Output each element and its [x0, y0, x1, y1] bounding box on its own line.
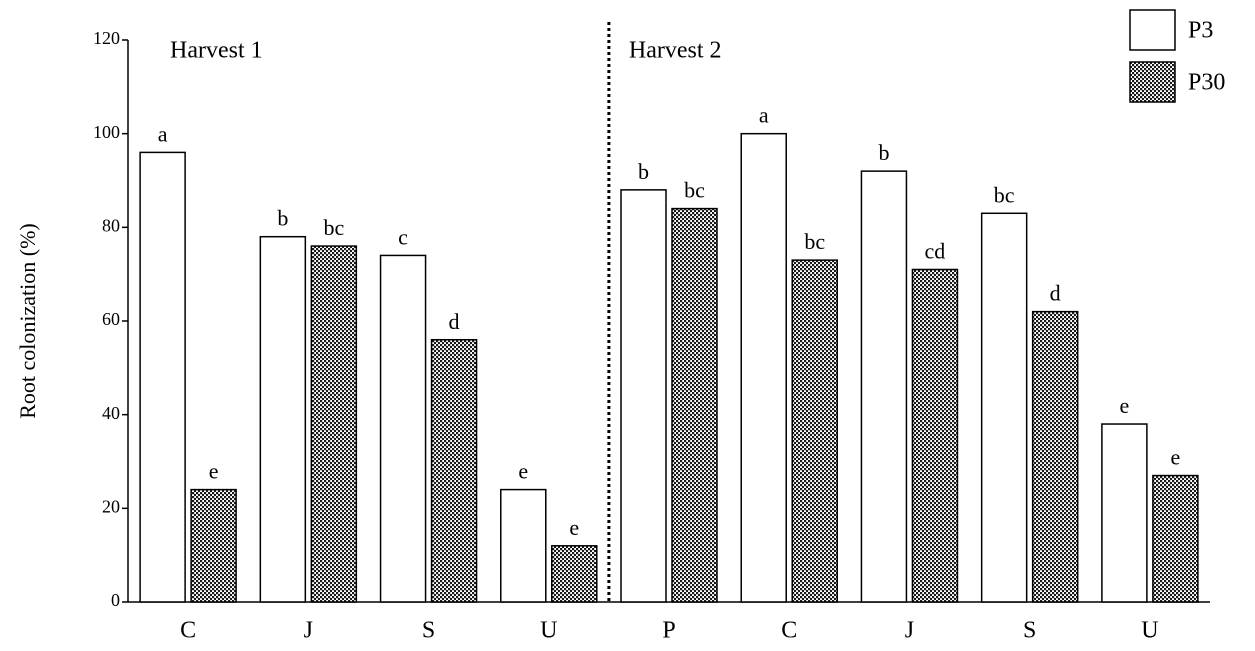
bar	[672, 209, 717, 602]
bar	[1153, 476, 1198, 602]
bar	[260, 237, 305, 602]
bar	[1102, 424, 1147, 602]
value-label: e	[1120, 393, 1130, 418]
bar	[432, 340, 477, 602]
x-tick-label: S	[422, 618, 435, 644]
bar	[552, 546, 597, 602]
x-tick-label: U	[1141, 618, 1158, 644]
bar	[191, 490, 236, 602]
y-tick-label: 40	[102, 403, 120, 423]
group-label: Harvest 2	[629, 38, 722, 64]
bar	[792, 260, 837, 602]
x-tick-label: C	[781, 618, 797, 644]
value-label: bc	[323, 215, 344, 240]
value-label: cd	[925, 239, 946, 264]
bar	[140, 152, 185, 602]
x-tick-label: S	[1023, 618, 1036, 644]
value-label: bc	[684, 178, 705, 203]
value-label: bc	[804, 229, 825, 254]
legend-label: P30	[1188, 70, 1225, 96]
y-tick-label: 100	[93, 122, 120, 142]
value-label: e	[569, 515, 579, 540]
y-tick-label: 60	[102, 309, 120, 329]
bar	[982, 213, 1027, 602]
value-label: d	[1050, 281, 1061, 306]
group-label: Harvest 1	[170, 38, 263, 64]
value-label: d	[449, 309, 460, 334]
value-label: a	[759, 103, 769, 128]
value-label: e	[209, 459, 219, 484]
bar	[501, 490, 546, 602]
bar	[381, 255, 426, 602]
bar	[311, 246, 356, 602]
y-axis-label: Root colonization (%)	[15, 223, 40, 419]
value-label: bc	[994, 182, 1015, 207]
value-label: b	[878, 140, 889, 165]
x-tick-label: J	[304, 618, 313, 644]
value-label: c	[398, 224, 408, 249]
legend-swatch	[1130, 10, 1175, 50]
value-label: a	[158, 121, 168, 146]
bar	[621, 190, 666, 602]
legend-swatch	[1130, 62, 1175, 102]
y-tick-label: 80	[102, 215, 120, 235]
bar	[741, 134, 786, 602]
x-tick-label: U	[540, 618, 557, 644]
bar	[912, 269, 957, 602]
y-tick-label: 120	[93, 28, 120, 48]
bar	[1033, 312, 1078, 602]
x-tick-label: J	[905, 618, 914, 644]
bar	[861, 171, 906, 602]
chart: Root colonization (%) 0 20 40 60 80 100 120 Har…	[0, 0, 1255, 651]
legend-label: P3	[1188, 18, 1213, 44]
value-label: b	[277, 206, 288, 231]
value-label: e	[518, 459, 528, 484]
y-tick-label: 0	[111, 590, 120, 610]
value-label: e	[1171, 445, 1181, 470]
page: Root colonization (%) 0 20 40 60 80 100 120 Har…	[0, 0, 1255, 651]
y-tick-label: 20	[102, 496, 120, 516]
value-label: b	[638, 159, 649, 184]
x-tick-label: C	[180, 618, 196, 644]
x-tick-label: P	[662, 618, 675, 644]
